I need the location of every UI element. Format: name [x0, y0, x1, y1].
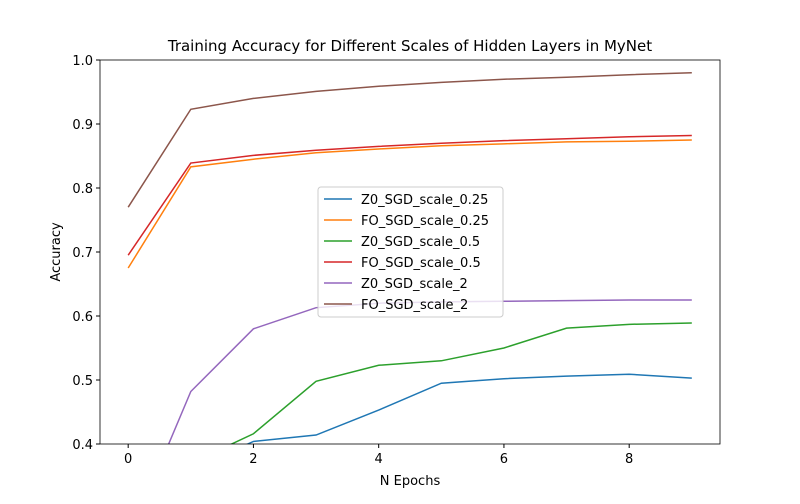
data-line: [127, 72, 692, 208]
x-tick-label: 8: [625, 452, 633, 467]
y-tick-label: 0.8: [72, 182, 93, 197]
y-tick-label: 0.9: [72, 118, 93, 133]
legend-label: Z0_SGD_scale_2: [361, 277, 468, 292]
y-tick-label: 0.7: [72, 246, 93, 261]
data-line: [245, 373, 692, 444]
y-tick-label: 0.4: [72, 438, 93, 453]
y-tick-label: 1.0: [72, 54, 93, 69]
data-line: [229, 322, 692, 444]
x-tick-label: 2: [249, 452, 257, 467]
data-line: [127, 139, 692, 269]
legend-box: [317, 186, 504, 318]
legend-label: Z0_SGD_scale_0.5: [361, 235, 480, 250]
axes-frame: [99, 59, 721, 445]
y-axis-label: Accuracy: [49, 222, 64, 282]
legend-label: FO_SGD_scale_2: [361, 298, 468, 313]
data-line: [127, 134, 692, 256]
x-tick-label: 0: [124, 452, 132, 467]
legend-label: FO_SGD_scale_0.25: [361, 214, 489, 229]
x-axis-label: N Epochs: [380, 474, 441, 489]
legend-label: FO_SGD_scale_0.5: [361, 256, 481, 271]
data-line: [167, 299, 692, 444]
y-tick-label: 0.6: [72, 310, 93, 325]
y-tick-label: 0.5: [72, 374, 93, 389]
legend-label: Z0_SGD_scale_0.25: [361, 193, 488, 208]
chart-title: Training Accuracy for Different Scales o…: [167, 37, 652, 55]
x-tick-label: 4: [375, 452, 383, 467]
x-tick-label: 6: [500, 452, 508, 467]
plot-area: [127, 72, 692, 444]
